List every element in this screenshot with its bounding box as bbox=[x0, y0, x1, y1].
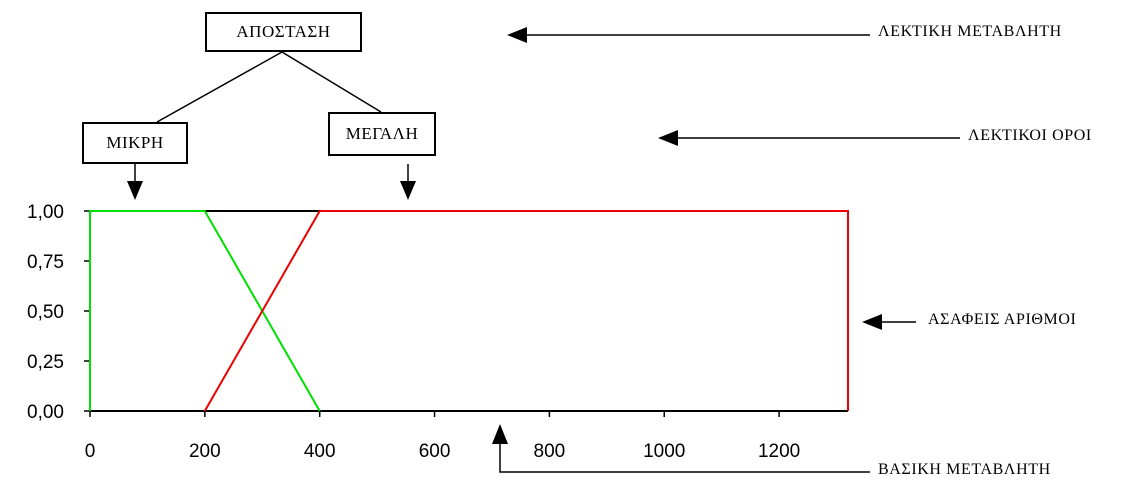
x-tick-label: 600 bbox=[419, 441, 451, 462]
y-tick-label: 0,00 bbox=[27, 402, 64, 423]
term-label-small: ΜΙΚΡΗ bbox=[106, 133, 164, 152]
arrow-term-small bbox=[127, 164, 143, 200]
x-tick-label: 400 bbox=[304, 441, 336, 462]
y-tick-label: 0,50 bbox=[27, 302, 64, 323]
tree-connector-right bbox=[281, 51, 382, 113]
y-tick-label: 1,00 bbox=[27, 202, 64, 223]
series-line-small bbox=[89, 210, 321, 412]
variable-label: ΑΠΟΣΤΑΣΗ bbox=[236, 22, 331, 41]
annotation-base-variable: ΒΑΣΙΚΗ ΜΕΤΑΒΛΗΤΗ bbox=[878, 461, 1051, 478]
arrow-linguistic-variable bbox=[507, 27, 870, 43]
x-tick-label: 1200 bbox=[758, 441, 800, 462]
membership-chart: 0,00 0,25 0,50 0,75 1,00 0 200 400 600 800 1000 120… bbox=[27, 202, 849, 462]
arrow-term-large bbox=[400, 164, 416, 200]
arrow-fuzzy-numbers bbox=[862, 314, 916, 330]
tree-connector-left bbox=[156, 51, 283, 123]
x-tick-label: 800 bbox=[534, 441, 566, 462]
term-box-small: ΜΙΚΡΗ bbox=[82, 122, 188, 164]
annotation-fuzzy-numbers: ΑΣΑΦΕΙΣ ΑΡΙΘΜΟΙ bbox=[928, 311, 1077, 328]
y-tick-label: 0,25 bbox=[27, 352, 64, 373]
x-tick-label: 0 bbox=[85, 441, 96, 462]
variable-box: ΑΠΟΣΤΑΣΗ bbox=[205, 12, 362, 52]
arrow-base-variable bbox=[492, 424, 870, 473]
term-box-large: ΜΕΓΑΛΗ bbox=[328, 112, 436, 156]
y-tick-label: 0,75 bbox=[27, 252, 64, 273]
series-line-large bbox=[203, 210, 849, 412]
arrow-linguistic-terms bbox=[658, 130, 960, 146]
x-tick-label: 1000 bbox=[643, 441, 685, 462]
x-tick-label: 200 bbox=[189, 441, 221, 462]
annotation-linguistic-variable: ΛΕΚΤΙΚΗ ΜΕΤΑΒΛΗΤΗ bbox=[878, 23, 1062, 40]
term-label-large: ΜΕΓΑΛΗ bbox=[345, 124, 419, 143]
annotation-linguistic-terms: ΛΕΚΤΙΚΟΙ ΟΡΟΙ bbox=[968, 127, 1092, 144]
